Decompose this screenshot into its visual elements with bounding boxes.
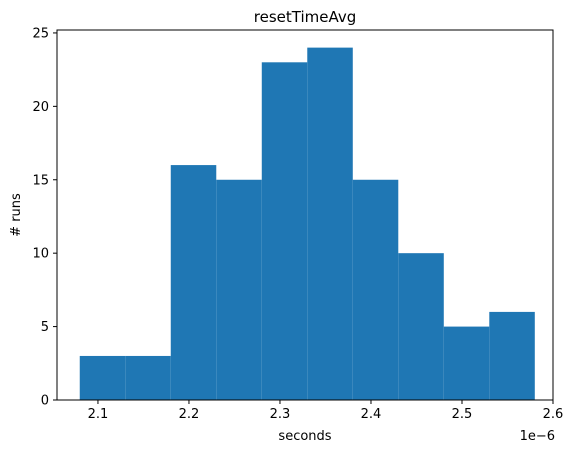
histogram-bar-9 xyxy=(489,311,535,400)
y-tick-label: 10 xyxy=(32,247,49,262)
histogram-bar-2 xyxy=(170,165,217,400)
x-tick-label: 2.6 xyxy=(543,407,564,422)
histogram-bar-8 xyxy=(443,326,490,400)
histogram-bar-6 xyxy=(352,179,399,400)
histogram-bar-0 xyxy=(79,355,126,400)
histogram-bar-3 xyxy=(216,179,262,400)
y-tick-label: 15 xyxy=(32,173,49,188)
histogram-bar-1 xyxy=(125,355,171,400)
y-tick-label: 0 xyxy=(41,394,49,409)
x-tick-label: 2.1 xyxy=(88,407,109,422)
x-axis-offset-label: 1e−6 xyxy=(520,429,555,444)
histogram-bars xyxy=(79,47,535,401)
y-tick-label: 5 xyxy=(41,320,49,335)
x-axis-ticks: 2.1 2.2 2.3 2.4 2.5 2.6 xyxy=(88,400,564,422)
y-axis-ticks: 0 5 10 15 20 25 xyxy=(32,26,57,409)
x-tick-label: 2.3 xyxy=(270,407,291,422)
y-axis-title: # runs xyxy=(9,193,24,237)
x-tick-label: 2.2 xyxy=(179,407,200,422)
histogram-bar-7 xyxy=(398,253,444,400)
chart-title: resetTimeAvg xyxy=(254,8,356,26)
y-tick-label: 25 xyxy=(32,26,49,41)
plot-frame xyxy=(56,29,554,401)
histogram-bar-4 xyxy=(261,62,308,401)
x-tick-label: 2.5 xyxy=(452,407,473,422)
x-tick-label: 2.4 xyxy=(361,407,382,422)
x-axis-title: seconds xyxy=(278,429,331,444)
y-tick-label: 20 xyxy=(32,100,49,115)
histogram-bar-5 xyxy=(307,47,353,400)
